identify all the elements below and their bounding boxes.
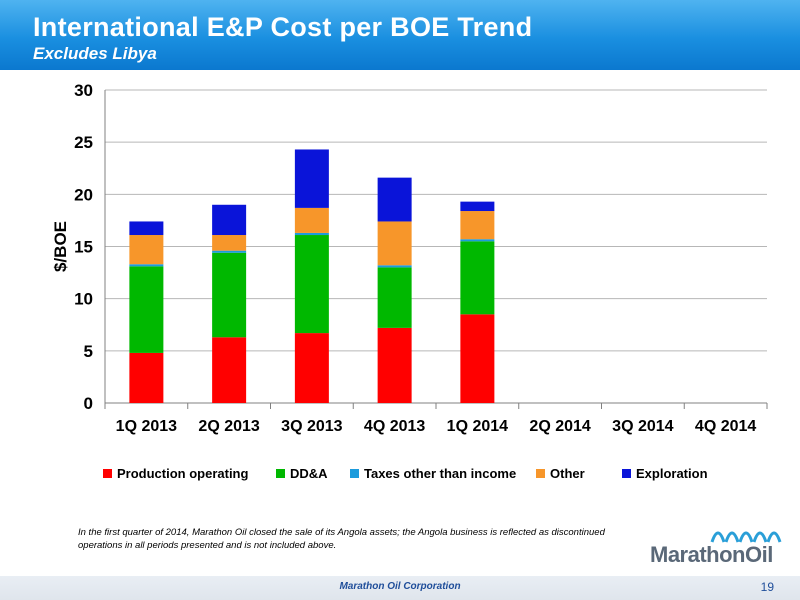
bar-segment xyxy=(377,265,412,268)
bar-segment xyxy=(460,211,495,240)
y-tick-label: 5 xyxy=(84,342,93,361)
bar-segment xyxy=(460,241,495,315)
y-tick-label: 15 xyxy=(74,238,93,257)
bar-segment xyxy=(212,204,247,236)
legend-label: DD&A xyxy=(290,466,328,481)
footer-company: Marathon Oil Corporation xyxy=(339,581,461,592)
legend-item: Production operating xyxy=(103,466,248,481)
x-tick-label: 1Q 2014 xyxy=(447,418,508,435)
bar-segment xyxy=(212,337,247,403)
slide-subtitle: Excludes Libya xyxy=(33,44,157,63)
x-tick-label: 3Q 2014 xyxy=(612,418,673,435)
bar-segment xyxy=(294,235,329,334)
x-tick-label: 2Q 2013 xyxy=(198,418,259,435)
y-tick-label: 0 xyxy=(84,394,93,413)
x-tick-label: 4Q 2014 xyxy=(695,418,756,435)
legend-label: Other xyxy=(550,466,585,481)
y-axis-label: $/BOE xyxy=(51,221,70,272)
legend-swatch xyxy=(536,469,545,478)
bar-segment xyxy=(377,177,412,222)
bar-segment xyxy=(377,221,412,266)
bar-segment xyxy=(460,314,495,403)
footnote: In the first quarter of 2014, Marathon O… xyxy=(78,527,605,551)
legend-swatch xyxy=(103,469,112,478)
legend-item: Taxes other than income xyxy=(350,466,516,481)
bar-segment xyxy=(212,235,247,251)
title-banner: International E&P Cost per BOE Trend Exc… xyxy=(0,0,800,70)
y-tick-label: 30 xyxy=(74,81,93,100)
bar-segment xyxy=(294,207,329,233)
y-tick-label: 20 xyxy=(74,185,93,204)
legend-label: Production operating xyxy=(117,466,249,481)
page-number: 19 xyxy=(760,580,774,594)
legend-label: Taxes other than income xyxy=(364,466,517,481)
bar-segment xyxy=(129,352,164,403)
legend-swatch xyxy=(622,469,631,478)
y-tick-label: 25 xyxy=(74,133,93,152)
bar-segment xyxy=(377,267,412,328)
chart-legend: Production operating DD&A Taxes other than… xyxy=(0,466,800,490)
x-tick-label: 1Q 2013 xyxy=(116,418,177,435)
bar-segment xyxy=(129,235,164,265)
bar-segment xyxy=(212,252,247,338)
x-tick-label: 2Q 2014 xyxy=(529,418,590,435)
y-tick-label: 10 xyxy=(74,290,93,309)
slide-title: International E&P Cost per BOE Trend xyxy=(33,12,533,42)
bar-segment xyxy=(294,149,329,208)
footer-bar: Marathon Oil Corporation 19 xyxy=(0,576,800,600)
bar-segment xyxy=(377,327,412,403)
bar-segment xyxy=(460,201,495,212)
logo-wordmark: MarathonOil xyxy=(650,542,773,567)
legend-item: DD&A xyxy=(276,466,328,481)
legend-swatch xyxy=(276,469,285,478)
bar-segment xyxy=(294,232,329,236)
legend-label: Exploration xyxy=(636,466,708,481)
bar-segment xyxy=(129,266,164,353)
legend-item: Exploration xyxy=(622,466,708,481)
bar-segment xyxy=(129,264,164,267)
bar-segment xyxy=(212,250,247,253)
legend-swatch xyxy=(350,469,359,478)
stacked-bar-chart: 0 5 10 15 20 25 30 $/BOE 1Q 2013 2Q 2013 3Q 2013 4Q… xyxy=(51,81,768,435)
x-tick-label: 4Q 2013 xyxy=(364,418,425,435)
legend-item: Other xyxy=(536,466,585,481)
bar-segment xyxy=(129,221,164,236)
logo-wave-icon xyxy=(710,531,782,543)
bar-segment xyxy=(460,239,495,242)
marathon-oil-logo: MarathonOil xyxy=(650,522,790,570)
x-tick-label: 3Q 2013 xyxy=(281,418,342,435)
bar-segment xyxy=(294,333,329,403)
